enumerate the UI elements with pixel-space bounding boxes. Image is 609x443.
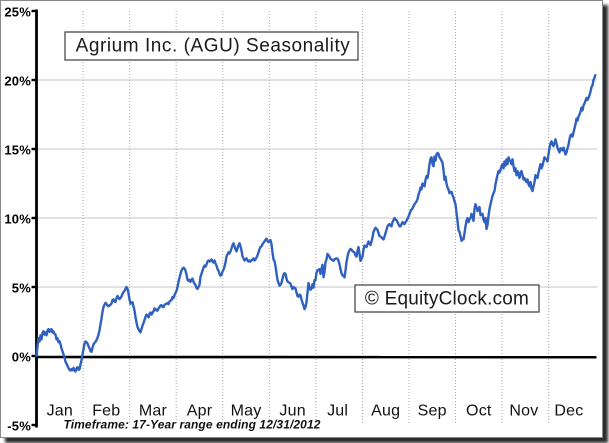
svg-text:© EquityClock.com: © EquityClock.com [365,289,529,310]
svg-text:Aug: Aug [371,403,400,420]
svg-text:Feb: Feb [92,403,120,420]
svg-text:15%: 15% [4,143,31,158]
svg-text:Sep: Sep [418,403,447,420]
svg-text:Nov: Nov [509,403,538,420]
svg-text:-5%: -5% [7,419,31,434]
svg-text:Mar: Mar [139,403,168,420]
svg-text:Timeframe: 17-Year range endin: Timeframe: 17-Year range ending 12/31/20… [64,418,321,432]
svg-text:20%: 20% [4,74,31,89]
svg-text:Oct: Oct [466,403,492,420]
svg-text:Jan: Jan [47,403,73,420]
svg-text:Jul: Jul [327,403,348,420]
svg-text:0%: 0% [12,350,31,365]
svg-text:Apr: Apr [187,403,213,420]
svg-text:5%: 5% [12,281,31,296]
svg-text:Dec: Dec [554,403,583,420]
svg-text:10%: 10% [4,212,31,227]
svg-text:25%: 25% [4,5,31,20]
svg-text:Jun: Jun [279,403,305,420]
svg-text:Agrium Inc. (AGU) Seasonality: Agrium Inc. (AGU) Seasonality [76,36,351,57]
svg-text:May: May [231,403,262,420]
